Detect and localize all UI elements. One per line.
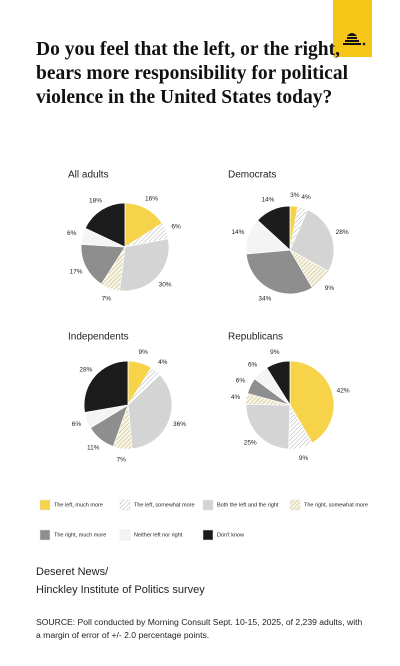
credit: Hinckley Institute of Politics survey — [36, 584, 205, 596]
pie-slice — [83, 360, 129, 413]
legend-label: The right, somewhat more — [304, 502, 368, 508]
legend-hatch — [120, 500, 130, 510]
pie-slice — [256, 205, 291, 251]
value-label: 14% — [261, 196, 274, 203]
value-label: 9% — [325, 285, 335, 292]
value-label: 34% — [258, 296, 271, 303]
value-label: 11% — [87, 444, 100, 451]
slice-hatch — [290, 250, 329, 288]
value-label: 7% — [116, 456, 126, 463]
value-label: 42% — [337, 387, 350, 394]
value-label: 9% — [299, 455, 309, 462]
value-label: 6% — [67, 230, 77, 237]
logo — [333, 0, 372, 57]
legend-label: Both the left and the right — [217, 502, 279, 508]
value-label: 28% — [79, 366, 92, 373]
value-label: 6% — [171, 223, 181, 230]
slice-hatch — [128, 367, 160, 405]
logo-icon — [343, 33, 366, 46]
value-label: 9% — [138, 349, 148, 356]
value-label: 36% — [173, 421, 186, 428]
chart-title: All adults — [68, 170, 109, 181]
slice-hatch — [113, 405, 133, 449]
pie-slice — [245, 403, 291, 450]
legend-swatch — [39, 529, 51, 541]
legend-label: The left, much more — [54, 502, 103, 508]
legend-label: The right, much more — [54, 532, 106, 538]
source: SOURCE: Poll conducted by Morning Consul… — [36, 617, 363, 640]
legend-swatch — [202, 499, 214, 511]
pie-slice — [289, 360, 335, 444]
legend-label: The left, somewhat more — [134, 502, 195, 508]
pie-slice — [124, 202, 163, 248]
credit: Deseret News/ — [36, 566, 109, 578]
value-label: 9% — [270, 349, 280, 356]
pie-slice — [127, 374, 173, 450]
chart-title: Democrats — [228, 170, 276, 181]
legend-swatch — [39, 499, 51, 511]
title: Do you feel that the left, or the right,… — [36, 39, 348, 108]
pie-slice — [266, 360, 291, 407]
value-label: 30% — [159, 281, 172, 288]
value-label: 17% — [69, 269, 82, 276]
value-label: 25% — [244, 440, 257, 447]
chart-title: Independents — [68, 332, 129, 343]
value-label: 6% — [236, 378, 246, 385]
legend-swatch — [202, 529, 214, 541]
value-label: 16% — [145, 196, 158, 203]
value-label: 7% — [102, 295, 112, 302]
slice-hatch — [288, 405, 313, 449]
value-label: 14% — [231, 229, 244, 236]
slice-hatch — [125, 223, 169, 247]
value-label: 3% — [290, 192, 300, 199]
legend-swatch — [119, 529, 131, 541]
value-label: 4% — [301, 194, 311, 201]
value-label: 4% — [158, 359, 168, 366]
legend-label: Don't know — [217, 532, 244, 538]
value-label: 6% — [248, 361, 258, 368]
pie-slice — [80, 243, 126, 285]
legend-label: Neither left nor right — [134, 532, 183, 538]
legend-hatch — [290, 500, 300, 510]
value-label: 4% — [231, 394, 241, 401]
chart-title: Republicans — [228, 332, 283, 343]
value-label: 18% — [89, 197, 102, 204]
slice-hatch — [101, 247, 125, 291]
pie-slice — [119, 238, 170, 292]
value-label: 28% — [336, 229, 349, 236]
pie-slice — [245, 249, 313, 295]
value-label: 6% — [72, 421, 82, 428]
pie-slice — [84, 202, 126, 248]
